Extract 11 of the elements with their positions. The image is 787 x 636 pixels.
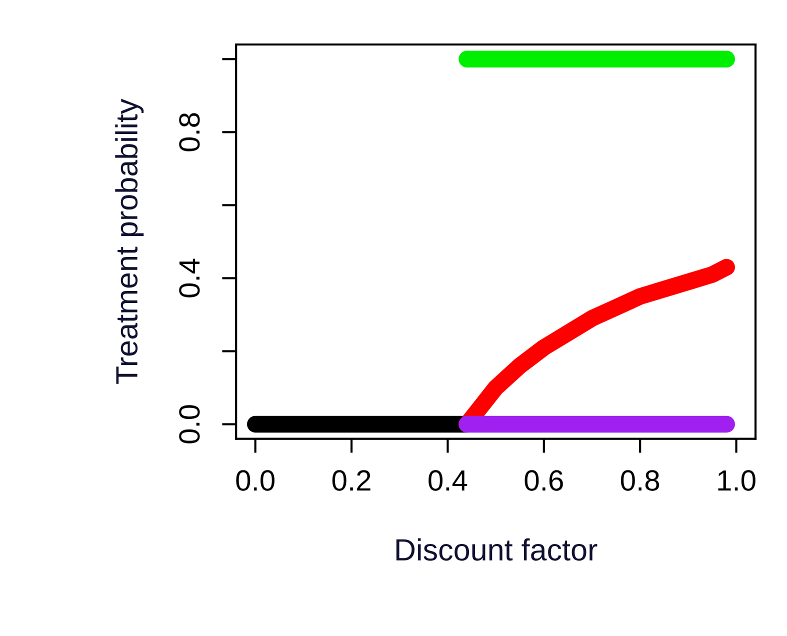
x-tick-label: 1.0 [718,470,756,491]
y-tick-label: 0.4 [179,258,200,298]
x-tick-label: 0.8 [620,470,660,491]
y-axis-title: Treatment probability [115,98,144,384]
x-axis-title: Discount factor [396,538,598,561]
x-tick-label: 0.0 [236,470,274,491]
x-tick-label: 0.6 [524,470,563,491]
x-tick-label: 0.2 [332,470,370,491]
y-tick-label: 0.8 [179,113,200,152]
x-tick-label: 0.4 [428,470,468,491]
y-tick-label: 0.0 [179,405,200,444]
